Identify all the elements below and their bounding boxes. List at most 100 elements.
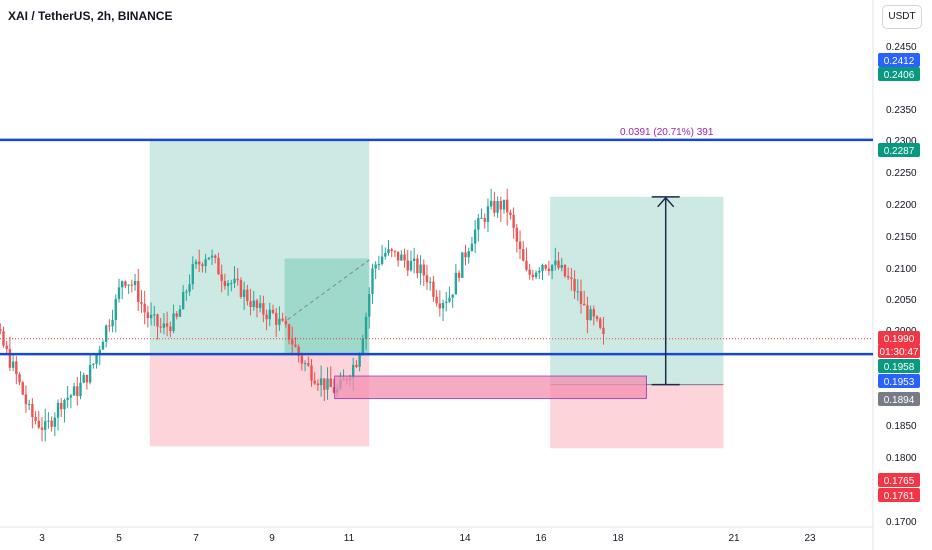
candle-body xyxy=(396,251,400,261)
y-tick-label: 0.2300 xyxy=(886,136,917,147)
candle-body xyxy=(53,417,57,427)
candle-body xyxy=(573,278,576,292)
price-badge xyxy=(878,374,920,388)
candle-body xyxy=(303,363,307,365)
price-badge xyxy=(878,473,920,487)
candle-body xyxy=(230,282,233,284)
candle-body xyxy=(291,339,294,345)
candle-body xyxy=(92,363,95,365)
candle-body xyxy=(557,260,560,268)
candle-body xyxy=(599,318,602,328)
price-badge-label: 0.1958 xyxy=(884,362,915,373)
candle-body xyxy=(108,325,111,327)
price-badge-label: 0.1990 xyxy=(884,334,915,345)
candle-body xyxy=(387,249,390,253)
candle-body xyxy=(287,324,291,340)
y-tick-label: 0.2150 xyxy=(886,232,917,243)
candle-body xyxy=(412,258,416,261)
candle-body xyxy=(69,395,73,398)
y-tick-label: 0.2250 xyxy=(886,168,917,179)
candle-body xyxy=(198,261,201,265)
candle-body xyxy=(159,326,162,328)
dashed-trend-line xyxy=(287,259,370,321)
candle-body xyxy=(31,404,34,418)
y-tick-label: 0.2050 xyxy=(886,295,917,306)
price-badge-label: 0.1761 xyxy=(884,491,915,502)
candle-body xyxy=(326,378,329,390)
candle-body xyxy=(258,303,262,308)
candle-body xyxy=(226,283,230,286)
candle-body xyxy=(56,402,60,418)
candles xyxy=(0,188,605,442)
candle-body xyxy=(140,302,143,304)
candle-body xyxy=(214,255,217,258)
candle-body xyxy=(576,291,579,293)
candle-body xyxy=(300,355,304,364)
candle-body xyxy=(506,199,509,213)
candle-body xyxy=(441,302,445,309)
candle-body xyxy=(88,364,92,383)
y-tick-label: 0.2100 xyxy=(886,264,917,275)
candle-body xyxy=(181,292,185,310)
candle-body xyxy=(185,291,188,293)
candle-body xyxy=(18,374,21,383)
measurement-label: 0.0391 (20.71%) 391 xyxy=(620,127,714,138)
candle-body xyxy=(429,281,432,283)
candle-body xyxy=(11,361,15,368)
y-tick-label: 0.2200 xyxy=(886,200,917,211)
candle-body xyxy=(355,364,358,367)
candle-body xyxy=(531,274,535,278)
candle-body xyxy=(249,301,252,308)
candle-body xyxy=(483,217,486,222)
candle-body xyxy=(499,201,502,210)
x-tick-label: 18 xyxy=(612,533,624,544)
candle-body xyxy=(220,274,223,281)
currency-button[interactable]: USDT xyxy=(882,5,922,29)
candle-body xyxy=(5,345,8,350)
price-badge xyxy=(878,359,920,373)
candle-body xyxy=(137,280,140,303)
candle-body xyxy=(470,243,474,252)
candle-body xyxy=(502,199,506,210)
candle-body xyxy=(50,420,53,427)
candle-body xyxy=(563,265,567,277)
candle-body xyxy=(268,309,271,320)
candle-body xyxy=(66,397,69,400)
candle-body xyxy=(188,284,191,292)
candle-body xyxy=(37,420,40,428)
candle-body xyxy=(544,264,547,269)
candle-body xyxy=(0,329,2,332)
candle-body xyxy=(24,394,28,405)
x-tick-label: 3 xyxy=(39,533,45,544)
candle-body xyxy=(329,378,332,388)
price-badge xyxy=(878,488,920,502)
candle-body xyxy=(307,363,310,366)
loss-zone-1 xyxy=(149,354,370,447)
candle-body xyxy=(63,399,66,410)
candle-body xyxy=(207,257,211,260)
candle-body xyxy=(512,214,515,228)
candle-body xyxy=(364,316,368,339)
candle-body xyxy=(522,249,525,261)
candle-body xyxy=(477,218,480,230)
candle-body xyxy=(294,344,297,347)
price-badge xyxy=(878,143,920,157)
price-badge-label: 0.2287 xyxy=(884,146,915,157)
candle-body xyxy=(403,254,406,261)
candle-body xyxy=(156,314,159,327)
candle-body xyxy=(127,284,130,286)
x-tick-label: 5 xyxy=(116,533,122,544)
candle-body xyxy=(496,201,499,213)
candle-body xyxy=(255,300,259,308)
candle-body xyxy=(380,256,384,265)
candle-body xyxy=(104,325,108,342)
candle-body xyxy=(201,264,204,267)
price-badge xyxy=(878,53,920,67)
candle-body xyxy=(85,374,89,383)
price-badge xyxy=(878,331,920,345)
candle-body xyxy=(358,354,361,367)
candle-body xyxy=(586,305,589,321)
y-tick-label: 0.2450 xyxy=(886,42,917,53)
y-tick-label: 0.1800 xyxy=(886,453,917,464)
